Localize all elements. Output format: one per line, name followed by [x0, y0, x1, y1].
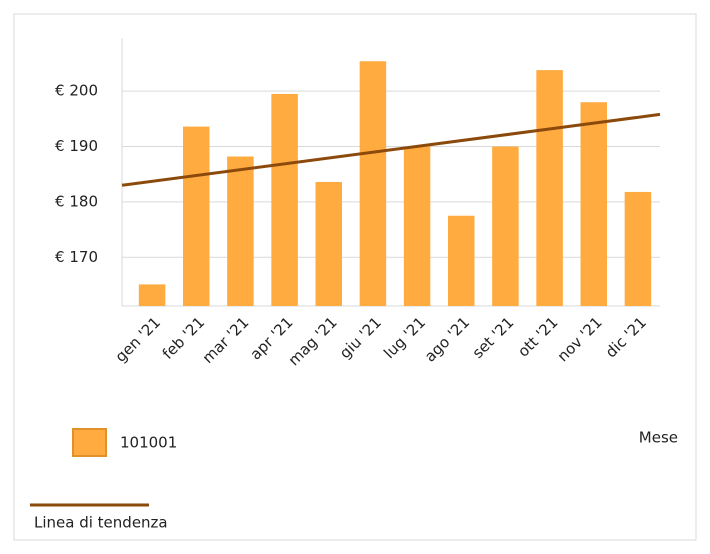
bar [227, 156, 254, 306]
x-axis-title: Mese [639, 429, 678, 447]
bar [536, 70, 563, 307]
bar [359, 61, 387, 307]
x-tick-label: giu '21 [336, 313, 385, 362]
trend-line [121, 112, 661, 187]
x-tick-label: dic '21 [602, 313, 650, 361]
bar [624, 191, 652, 306]
chart-border [13, 13, 697, 541]
x-tick-label: gen '21 [112, 313, 165, 366]
x-tick-label: ago '21 [421, 313, 473, 365]
x-tick-label: mag '21 [285, 313, 341, 369]
x-tick-label: nov '21 [554, 313, 606, 365]
y-tick-label: € 190 [55, 137, 98, 155]
y-tick-label: € 180 [55, 192, 98, 210]
y-tick-label: € 200 [55, 82, 98, 100]
bar [580, 102, 607, 306]
x-tick-label: mar '21 [199, 313, 253, 367]
legend-swatch [72, 428, 107, 457]
bar [492, 146, 519, 306]
bar [183, 126, 210, 307]
bar [448, 215, 475, 306]
x-tick-label: set '21 [469, 313, 518, 362]
y-tick-label: € 170 [55, 248, 98, 266]
bar [403, 146, 431, 306]
legend-trend-label: Linea di tendenza [34, 514, 168, 532]
legend-label: 101001 [120, 434, 177, 452]
bar [138, 284, 166, 306]
bar [315, 181, 342, 306]
bar [271, 93, 298, 306]
